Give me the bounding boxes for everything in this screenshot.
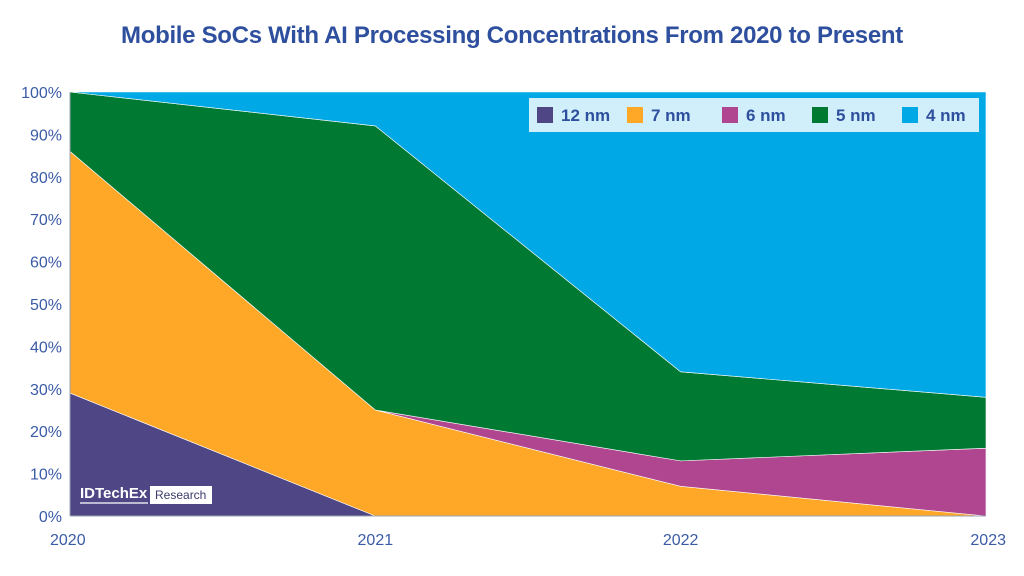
stacked-areas <box>69 91 987 517</box>
y-tick-label: 60% <box>30 255 62 272</box>
logo-brand: IDTechEx <box>80 485 148 502</box>
legend-swatch <box>627 107 643 123</box>
x-axis-ticks: 2020 2021 2022 2023 <box>50 532 1006 549</box>
legend-swatch <box>902 107 918 123</box>
legend: 12 nm 7 nm 6 nm 5 nm 4 nm <box>529 98 979 132</box>
y-tick-label: 20% <box>30 424 62 441</box>
y-tick-label: 100% <box>21 85 62 102</box>
legend-swatch <box>812 107 828 123</box>
legend-label: 6 nm <box>746 106 786 125</box>
legend-swatch <box>722 107 738 123</box>
legend-label: 4 nm <box>926 106 966 125</box>
y-tick-label: 70% <box>30 212 62 229</box>
y-tick-label: 90% <box>30 127 62 144</box>
y-tick-label: 30% <box>30 382 62 399</box>
y-tick-label: 80% <box>30 170 62 187</box>
x-tick-label: 2020 <box>50 532 86 549</box>
y-tick-label: 0% <box>39 509 62 526</box>
chart-title: Mobile SoCs With AI Processing Concentra… <box>121 22 903 49</box>
x-tick-label: 2021 <box>358 532 394 549</box>
y-tick-label: 40% <box>30 339 62 356</box>
x-tick-label: 2022 <box>663 532 699 549</box>
y-tick-label: 50% <box>30 297 62 314</box>
idtechex-logo: IDTechEx Research <box>80 485 212 504</box>
legend-swatch <box>537 107 553 123</box>
y-axis-ticks: 0% 10% 20% 30% 40% 50% 60% 70% 80% 90% 100% <box>21 85 62 526</box>
x-tick-label: 2023 <box>970 532 1006 549</box>
logo-sub-box <box>150 486 212 504</box>
legend-label: 12 nm <box>561 106 610 125</box>
axes <box>69 92 986 517</box>
y-tick-label: 10% <box>30 467 62 484</box>
area-4-nm <box>69 91 987 398</box>
logo-sub: Research <box>155 488 206 502</box>
legend-label: 5 nm <box>836 106 876 125</box>
legend-label: 7 nm <box>651 106 691 125</box>
